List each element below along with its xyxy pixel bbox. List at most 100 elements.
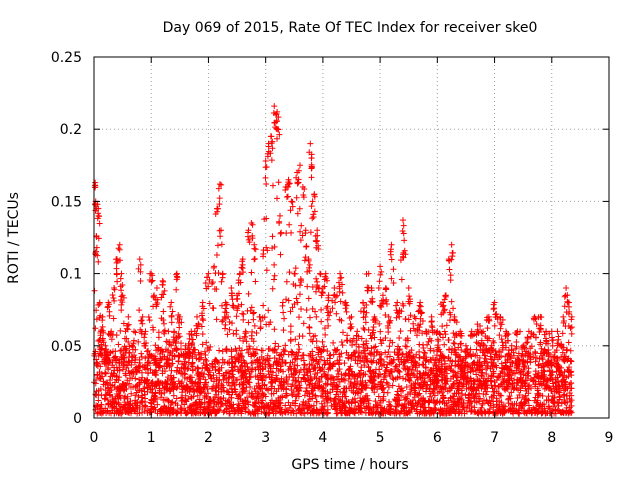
data-point [250,316,257,323]
data-point [289,381,296,388]
data-point [294,180,301,187]
data-point [568,372,575,379]
data-point [496,348,503,355]
data-point [359,378,366,384]
data-point [379,386,386,393]
data-point [535,361,542,368]
data-point [116,383,123,390]
data-point [360,371,367,378]
data-point [142,403,149,410]
data-point [277,394,284,401]
data-point [483,370,490,377]
data-point [479,401,486,408]
data-point [130,337,137,344]
data-point [201,392,208,399]
data-point [344,332,351,339]
data-point [276,212,283,219]
data-point [206,399,213,406]
data-point [283,296,290,303]
data-point [213,316,220,323]
data-point [552,406,559,413]
data-point [395,383,402,390]
data-point [278,229,285,236]
data-point [178,397,185,404]
data-point [95,397,102,404]
data-point [308,174,315,181]
data-point [268,390,275,397]
data-point [228,394,235,401]
data-point [271,243,278,250]
data-point [303,384,310,391]
data-point [451,340,458,347]
data-point [283,374,290,381]
data-point [309,395,316,402]
data-point [358,364,365,371]
data-point [378,268,385,275]
data-point [377,271,384,278]
data-point [423,382,430,389]
data-point [97,350,104,357]
data-point [427,407,434,414]
data-point [226,326,233,333]
data-point [265,307,272,314]
data-point [168,299,175,306]
data-point [395,367,402,374]
data-point [268,157,275,164]
data-point [567,357,574,364]
data-point [437,331,444,338]
data-point [199,299,206,306]
data-point [271,261,278,268]
data-point [277,251,284,258]
data-point [471,331,478,338]
data-point [306,324,313,331]
data-point [277,382,284,389]
data-point [253,330,260,337]
data-point [169,352,176,359]
data-point [115,409,122,416]
data-point [304,283,311,290]
data-point [144,377,151,384]
data-point [377,379,384,386]
data-point [458,346,465,353]
data-point [506,393,513,400]
data-point [312,380,319,387]
data-point [480,390,487,397]
data-point [333,410,340,417]
data-point [169,399,176,406]
data-point [367,350,374,357]
data-point [522,398,529,405]
data-point [334,357,341,364]
data-point [121,382,128,389]
data-point [236,404,243,411]
data-point [313,275,320,282]
data-point [308,155,315,162]
data-point [228,360,235,367]
data-point [393,403,400,410]
data-point [430,380,437,387]
data-point [435,407,442,414]
data-point [342,371,349,378]
data-point [406,407,413,414]
data-point [360,341,367,348]
data-point [240,316,247,323]
data-point [554,364,561,371]
data-point [441,328,448,335]
data-point [118,270,125,277]
data-point [137,277,144,284]
data-point [428,318,435,325]
data-point [119,366,126,373]
data-point [559,372,566,379]
data-point [153,285,160,292]
data-point [439,376,446,383]
data-point [541,346,548,353]
data-point [419,361,426,368]
data-point [117,327,124,334]
data-point [104,304,111,311]
data-point [518,374,525,381]
data-point [122,370,129,377]
data-point [309,215,316,222]
data-point [551,394,558,401]
data-point [555,333,562,340]
data-point [147,366,154,373]
data-point [296,333,303,340]
